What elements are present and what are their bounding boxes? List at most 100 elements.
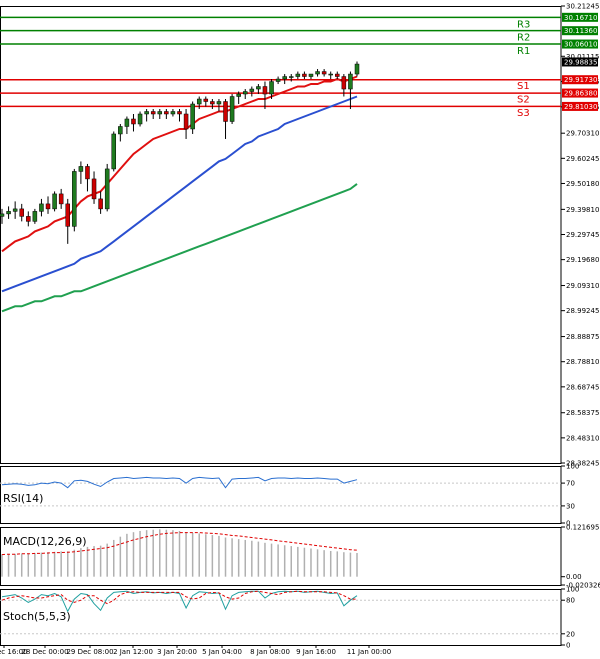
level-value-r1: 30.06010 (564, 41, 597, 49)
osc-tick-label: 20 (566, 630, 575, 638)
candle-body (104, 168, 110, 210)
level-label-r1: R1 (517, 46, 530, 57)
candle-body (289, 76, 294, 78)
price-axis: 30.2124530.0111529.9098529.8085529.70310… (561, 3, 599, 468)
price-tick-label: 29.09310 (566, 282, 599, 290)
candle-body (223, 101, 228, 122)
panel-frames (0, 6, 562, 646)
time-tick-label: 11 Jan 00:00 (347, 648, 391, 656)
candle-body (308, 73, 314, 77)
price-tick-label: 30.01115 (566, 53, 599, 61)
level-value-s2: 29.86380 (564, 90, 597, 98)
candle-body (236, 93, 241, 97)
osc-tick-label: 0.121695 (566, 524, 599, 532)
candle-body (328, 73, 333, 76)
rsi-line (1, 476, 358, 489)
candle-body (137, 113, 143, 125)
time-tick-label: 9 Jan 16:00 (296, 648, 336, 656)
price-panel-frame (0, 6, 562, 464)
candle-body (91, 178, 97, 200)
candle-body (341, 76, 347, 90)
ma-mid-line (1, 95, 358, 293)
stoch-signal-line (1, 590, 357, 605)
time-tick-label: 2 Jan 12:00 (113, 648, 153, 656)
candle-body (269, 81, 274, 95)
stoch-main-line (1, 590, 358, 613)
stoch-label: Stoch(5,5,3) (3, 610, 71, 623)
support-resistance-levels: 30.16710 R3 30.11360 R2 30.06010 R1 29.91730 S1… (0, 12, 598, 119)
candle-body (229, 96, 235, 122)
macd-panel: 0.121695 0.00-0.020326 MACD(12,26,9) (1, 524, 600, 590)
candle-body (32, 211, 38, 222)
candle-body (131, 118, 136, 125)
candle-body (72, 171, 77, 227)
candle-body (190, 103, 195, 130)
price-tick-label: 28.99245 (566, 307, 599, 315)
current-price-marker: 29.98835 (562, 57, 598, 67)
candle-body (242, 91, 248, 95)
price-tick-label: 28.58375 (566, 409, 599, 417)
level-label-s1: S1 (517, 81, 530, 92)
ma-slow-line (1, 183, 358, 313)
candle-body (354, 63, 360, 75)
candle-body (282, 76, 287, 80)
candle-body (111, 133, 117, 170)
rsi-panel: 100 70 30 0 RSI(14) (0, 463, 579, 528)
osc-tick-label: 0 (566, 642, 570, 650)
price-tick-label: 28.38245 (566, 460, 599, 468)
candle-body (315, 71, 320, 75)
candle-body (210, 101, 215, 105)
moving-averages (1, 75, 358, 313)
time-tick-label: 26 Dec 16:00 (0, 648, 28, 656)
candle-body (249, 88, 255, 92)
candle-body (262, 86, 268, 95)
candle-body (348, 73, 353, 90)
current-price-value: 29.98835 (564, 58, 597, 66)
candle-body (118, 126, 123, 135)
level-value-box-s1 (562, 75, 598, 85)
rsi-panel-frame (0, 466, 562, 524)
level-label-s3: S3 (517, 108, 530, 119)
candle-body (177, 111, 182, 115)
level-label-s2: S2 (517, 95, 530, 106)
candle-body (196, 98, 202, 105)
time-tick-label: 8 Jan 08:00 (250, 648, 290, 656)
time-tick-label: 28 Dec 00:00 (21, 648, 68, 656)
candle-body (321, 71, 327, 75)
stoch-panel-frame (0, 589, 562, 646)
candle-body (150, 111, 156, 115)
price-tick-label: 28.88875 (566, 333, 599, 341)
time-tick-label: 5 Jan 04:00 (202, 648, 242, 656)
price-tick-label: 29.39810 (566, 206, 599, 214)
level-value-box-s3 (562, 101, 598, 111)
price-tick-label: 29.50180 (566, 180, 599, 188)
candle-body (203, 98, 209, 102)
candle-body (157, 111, 163, 115)
candle-body (12, 208, 18, 212)
level-label-r3: R3 (517, 19, 530, 30)
level-value-box-r3 (562, 12, 598, 22)
candle-body (216, 101, 222, 105)
candle-body (6, 211, 11, 215)
osc-tick-label: 100 (566, 463, 579, 471)
level-value-box-r1 (562, 39, 598, 49)
rsi-label: RSI(14) (3, 492, 43, 505)
price-tick-label: 28.48310 (566, 434, 599, 442)
level-value-r3: 30.16710 (564, 14, 597, 22)
candle-body (335, 73, 340, 77)
candle-body (78, 166, 84, 172)
osc-tick-label: 30 (566, 502, 575, 510)
candle-body (52, 193, 57, 210)
price-tick-label: 28.78810 (566, 358, 599, 366)
candle-body (275, 78, 281, 82)
level-label-r2: R2 (517, 33, 530, 44)
ma-fast-line (1, 75, 358, 253)
candlesticks (0, 61, 360, 244)
osc-tick-label: 100 (566, 586, 579, 594)
candle-body (26, 216, 31, 222)
price-tick-label: 29.60245 (566, 155, 599, 163)
osc-tick-label: 0.00 (566, 573, 582, 581)
level-value-r2: 30.11360 (564, 27, 597, 35)
candle-body (170, 111, 176, 115)
